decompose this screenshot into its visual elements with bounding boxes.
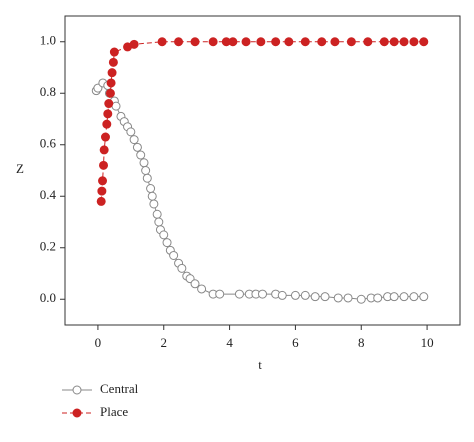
data-point <box>107 68 117 78</box>
data-point <box>136 150 146 160</box>
data-point <box>100 132 110 142</box>
data-point <box>271 37 281 47</box>
x-tick-label: 4 <box>226 335 233 350</box>
data-point <box>379 37 389 47</box>
data-point <box>129 135 139 145</box>
plot-frame <box>64 15 461 326</box>
data-point <box>310 292 320 302</box>
data-point <box>139 158 149 168</box>
data-point <box>157 37 167 47</box>
data-point <box>215 289 225 299</box>
data-point <box>177 263 187 273</box>
data-point <box>290 290 300 300</box>
data-point <box>356 294 366 304</box>
data-point <box>129 39 139 49</box>
data-point <box>399 292 409 302</box>
data-point <box>419 292 429 302</box>
data-point <box>256 37 266 47</box>
data-point <box>197 284 207 294</box>
data-point <box>333 293 343 303</box>
data-point <box>159 230 169 240</box>
data-point <box>142 173 152 183</box>
data-point <box>190 279 200 289</box>
series-line <box>95 82 424 300</box>
data-point <box>126 127 136 137</box>
data-point <box>98 176 108 186</box>
data-point <box>228 37 238 47</box>
data-point <box>399 37 409 47</box>
data-point <box>99 145 109 155</box>
data-point <box>102 119 112 129</box>
x-tick-label: 2 <box>161 335 168 350</box>
data-point <box>152 209 162 219</box>
data-point <box>154 217 164 227</box>
y-axis-label: Z <box>16 161 24 176</box>
data-point <box>147 191 157 201</box>
data-point <box>409 292 419 302</box>
x-tick-label: 10 <box>421 335 434 350</box>
data-point <box>241 37 251 47</box>
data-point <box>108 57 118 67</box>
data-point <box>346 37 356 47</box>
data-point <box>132 142 142 152</box>
legend-label: Central <box>100 381 139 396</box>
data-point <box>409 37 419 47</box>
data-point <box>162 238 172 248</box>
data-point <box>234 289 244 299</box>
y-tick-label: 0.4 <box>40 187 57 202</box>
x-tick-label: 0 <box>95 335 102 350</box>
data-point <box>106 78 116 88</box>
y-tick-label: 0.8 <box>40 84 56 99</box>
data-point <box>190 37 200 47</box>
x-tick-label: 8 <box>358 335 365 350</box>
data-point <box>149 199 159 209</box>
data-point <box>317 37 327 47</box>
data-point <box>146 184 156 194</box>
data-point <box>99 160 109 170</box>
data-point <box>109 47 119 57</box>
data-point <box>320 292 330 302</box>
legend-label: Place <box>100 404 128 419</box>
data-point <box>300 290 310 300</box>
data-point <box>284 37 294 47</box>
data-point <box>300 37 310 47</box>
y-tick-label: 0.0 <box>40 290 56 305</box>
y-tick-label: 0.2 <box>40 239 56 254</box>
y-tick-label: 1.0 <box>40 33 56 48</box>
data-point <box>104 99 114 109</box>
x-tick-label: 6 <box>292 335 299 350</box>
data-point <box>330 37 340 47</box>
data-point <box>169 250 179 260</box>
data-point <box>96 196 106 206</box>
data-point <box>105 88 115 98</box>
data-point <box>277 290 287 300</box>
legend-marker <box>72 385 82 395</box>
data-point <box>141 166 151 175</box>
y-tick-label: 0.6 <box>40 136 57 151</box>
data-point <box>419 37 429 47</box>
data-point <box>97 186 107 196</box>
data-point <box>363 37 373 47</box>
data-point <box>258 289 267 299</box>
data-point <box>389 292 399 302</box>
data-point <box>174 37 184 47</box>
data-point <box>343 293 353 303</box>
data-point <box>389 37 399 47</box>
x-axis-label: t <box>258 357 262 372</box>
data-point <box>208 37 218 47</box>
legend-marker <box>72 408 82 418</box>
data-point <box>103 109 113 119</box>
data-point <box>373 293 383 303</box>
